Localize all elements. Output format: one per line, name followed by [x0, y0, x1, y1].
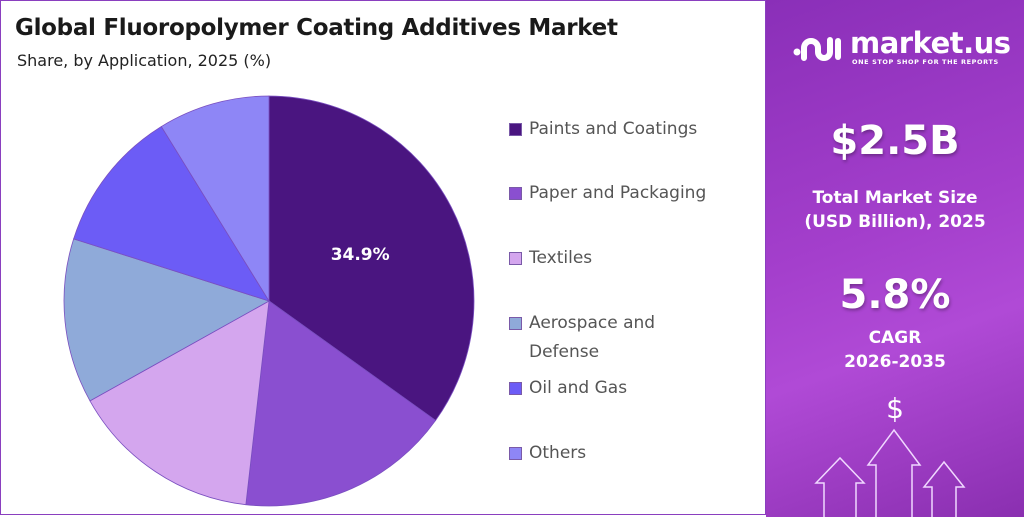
slice-data-label: 34.9%	[331, 245, 390, 265]
legend-swatch	[509, 252, 522, 265]
legend-item: Paints and Coatings	[509, 115, 749, 144]
brand-name: market.us	[850, 26, 1011, 60]
brand-tagline: ONE STOP SHOP FOR THE REPORTS	[852, 58, 999, 66]
dollar-icon: $	[886, 392, 904, 425]
legend-item: Paper and Packaging	[509, 179, 749, 208]
legend-item: Oil and Gas	[509, 374, 749, 403]
market-size-label-line2: (USD Billion), 2025	[804, 212, 986, 232]
cagr-value: 5.8%	[839, 272, 951, 318]
market-size-value: $2.5B	[830, 118, 960, 164]
pie-slice	[160, 95, 270, 303]
legend-item: Aerospace and Defense	[509, 309, 749, 367]
market-size-label: Total Market Size (USD Billion), 2025	[766, 186, 1024, 234]
chart-panel: Global Fluoropolymer Coating Additives M…	[0, 0, 766, 515]
legend-swatch	[509, 447, 522, 460]
chart-title: Global Fluoropolymer Coating Additives M…	[15, 15, 618, 41]
market-us-logo-icon	[793, 37, 841, 61]
legend-label: Textiles	[529, 248, 593, 268]
cagr-label: CAGR 2026-2035	[766, 326, 1024, 374]
legend-swatch	[509, 187, 522, 200]
pie-slice	[268, 95, 475, 422]
pie-chart: 34.9%	[63, 95, 475, 507]
pie-slice	[63, 238, 271, 402]
growth-arrows-icon	[814, 428, 966, 517]
legend-label: Paints and Coatings	[529, 119, 698, 139]
legend-label: Oil and Gas	[529, 378, 628, 398]
pie-slice	[245, 300, 437, 507]
cagr-label-line2: 2026-2035	[844, 352, 946, 372]
legend-item: Others	[509, 439, 749, 468]
pie-slice	[89, 300, 270, 506]
summary-panel: market.us ONE STOP SHOP FOR THE REPORTS …	[766, 0, 1024, 517]
pie-slice	[73, 125, 270, 302]
legend-swatch	[509, 123, 522, 136]
legend-swatch	[509, 317, 522, 330]
cagr-label-line1: CAGR	[868, 328, 922, 348]
market-size-label-line1: Total Market Size	[812, 188, 978, 208]
chart-subtitle: Share, by Application, 2025 (%)	[17, 51, 272, 70]
legend-label: Paper and Packaging	[529, 183, 707, 203]
legend-swatch	[509, 382, 522, 395]
legend-label: Others	[529, 443, 587, 463]
legend-item: Textiles	[509, 244, 749, 273]
legend-label: Aerospace and	[529, 313, 656, 333]
legend-label: Defense	[529, 342, 600, 362]
